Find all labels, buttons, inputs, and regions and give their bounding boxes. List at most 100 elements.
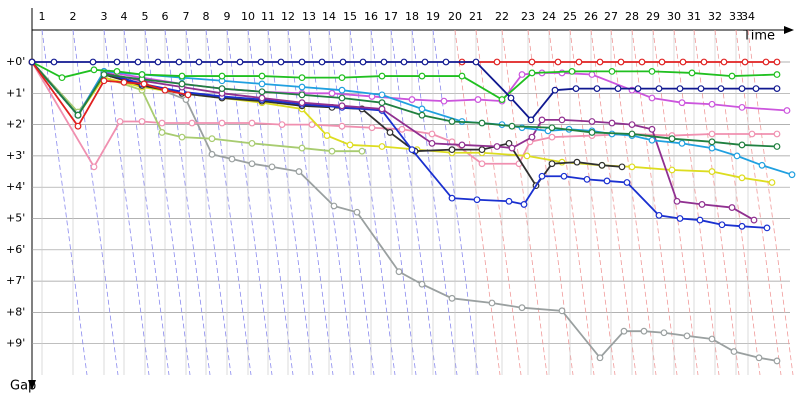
point [640,327,648,335]
point [660,329,668,337]
point [428,139,436,147]
x-tick-label: 21 [469,10,483,23]
point [573,158,581,166]
lap-line [527,29,574,376]
point [620,327,628,335]
x-tick-label: 12 [281,10,295,23]
point [216,58,224,66]
point [528,133,536,141]
lap-line [390,29,437,376]
point [380,58,388,66]
point [236,58,244,66]
point [328,89,336,97]
point [538,116,546,124]
lap-line [370,29,417,376]
series-line [31,61,778,362]
point [688,69,696,77]
x-tick-label: 1 [39,10,46,23]
point [528,69,536,77]
point [258,94,266,102]
x-tick-label: 34 [741,10,755,23]
point [548,133,556,141]
point [730,348,738,355]
x-tick-label: 19 [426,10,440,23]
point [678,139,686,147]
x-tick-label: 22 [495,10,509,23]
point [248,160,256,168]
point [614,85,622,93]
point [318,58,326,66]
lap-line [267,29,314,376]
point [400,58,408,66]
y-tick-label: +6' [6,243,25,256]
y-tick-label: +0' [6,55,25,68]
x-tick-label: 8 [203,10,210,23]
point [277,58,285,66]
x-tick-label: 4 [121,10,128,23]
point [248,139,256,147]
point [762,58,770,66]
point [598,161,606,169]
point [178,133,186,141]
point [134,58,142,66]
point [768,179,776,186]
point [359,58,367,66]
point [473,196,481,204]
point [558,307,566,315]
point [788,171,796,179]
point [773,58,781,66]
point [648,94,656,102]
point [418,72,426,80]
point [618,163,626,171]
x-tick-label: 2 [70,10,77,23]
point [378,143,386,150]
point [658,58,666,66]
x-tick-label: 14 [322,10,336,23]
point [588,118,596,125]
point [89,58,97,66]
point [338,74,346,82]
point [458,72,466,80]
x-tick-label: 24 [542,10,556,23]
point [298,58,306,66]
lap-line [501,29,548,376]
point [378,72,386,80]
x-tick-label: 26 [584,10,598,23]
point [440,97,448,105]
point [74,122,82,130]
point [708,335,716,343]
lap-line [328,29,375,376]
lap-line [475,29,522,376]
x-tick-label: 33 [729,10,743,23]
point [478,160,486,168]
point [528,58,536,66]
point [720,58,728,66]
point [116,118,124,125]
point [738,222,746,230]
point [668,135,676,143]
point [138,118,146,125]
point [655,85,663,93]
point [728,72,736,80]
point [596,354,604,362]
point [448,146,456,154]
lap-line [411,29,458,376]
point [773,85,781,93]
point [378,105,386,113]
point [298,83,306,91]
point [330,202,338,210]
point [178,72,186,80]
point [493,143,501,150]
point [218,72,226,80]
point [90,163,98,171]
point [708,100,716,108]
x-label: Time [742,29,775,44]
x-tick-label: 17 [384,10,398,23]
point [378,99,386,107]
point [323,132,331,139]
point [257,58,265,66]
point [733,152,741,160]
point [588,129,596,136]
x-tick-label: 29 [646,10,660,23]
x-tick-label: 10 [241,10,255,23]
